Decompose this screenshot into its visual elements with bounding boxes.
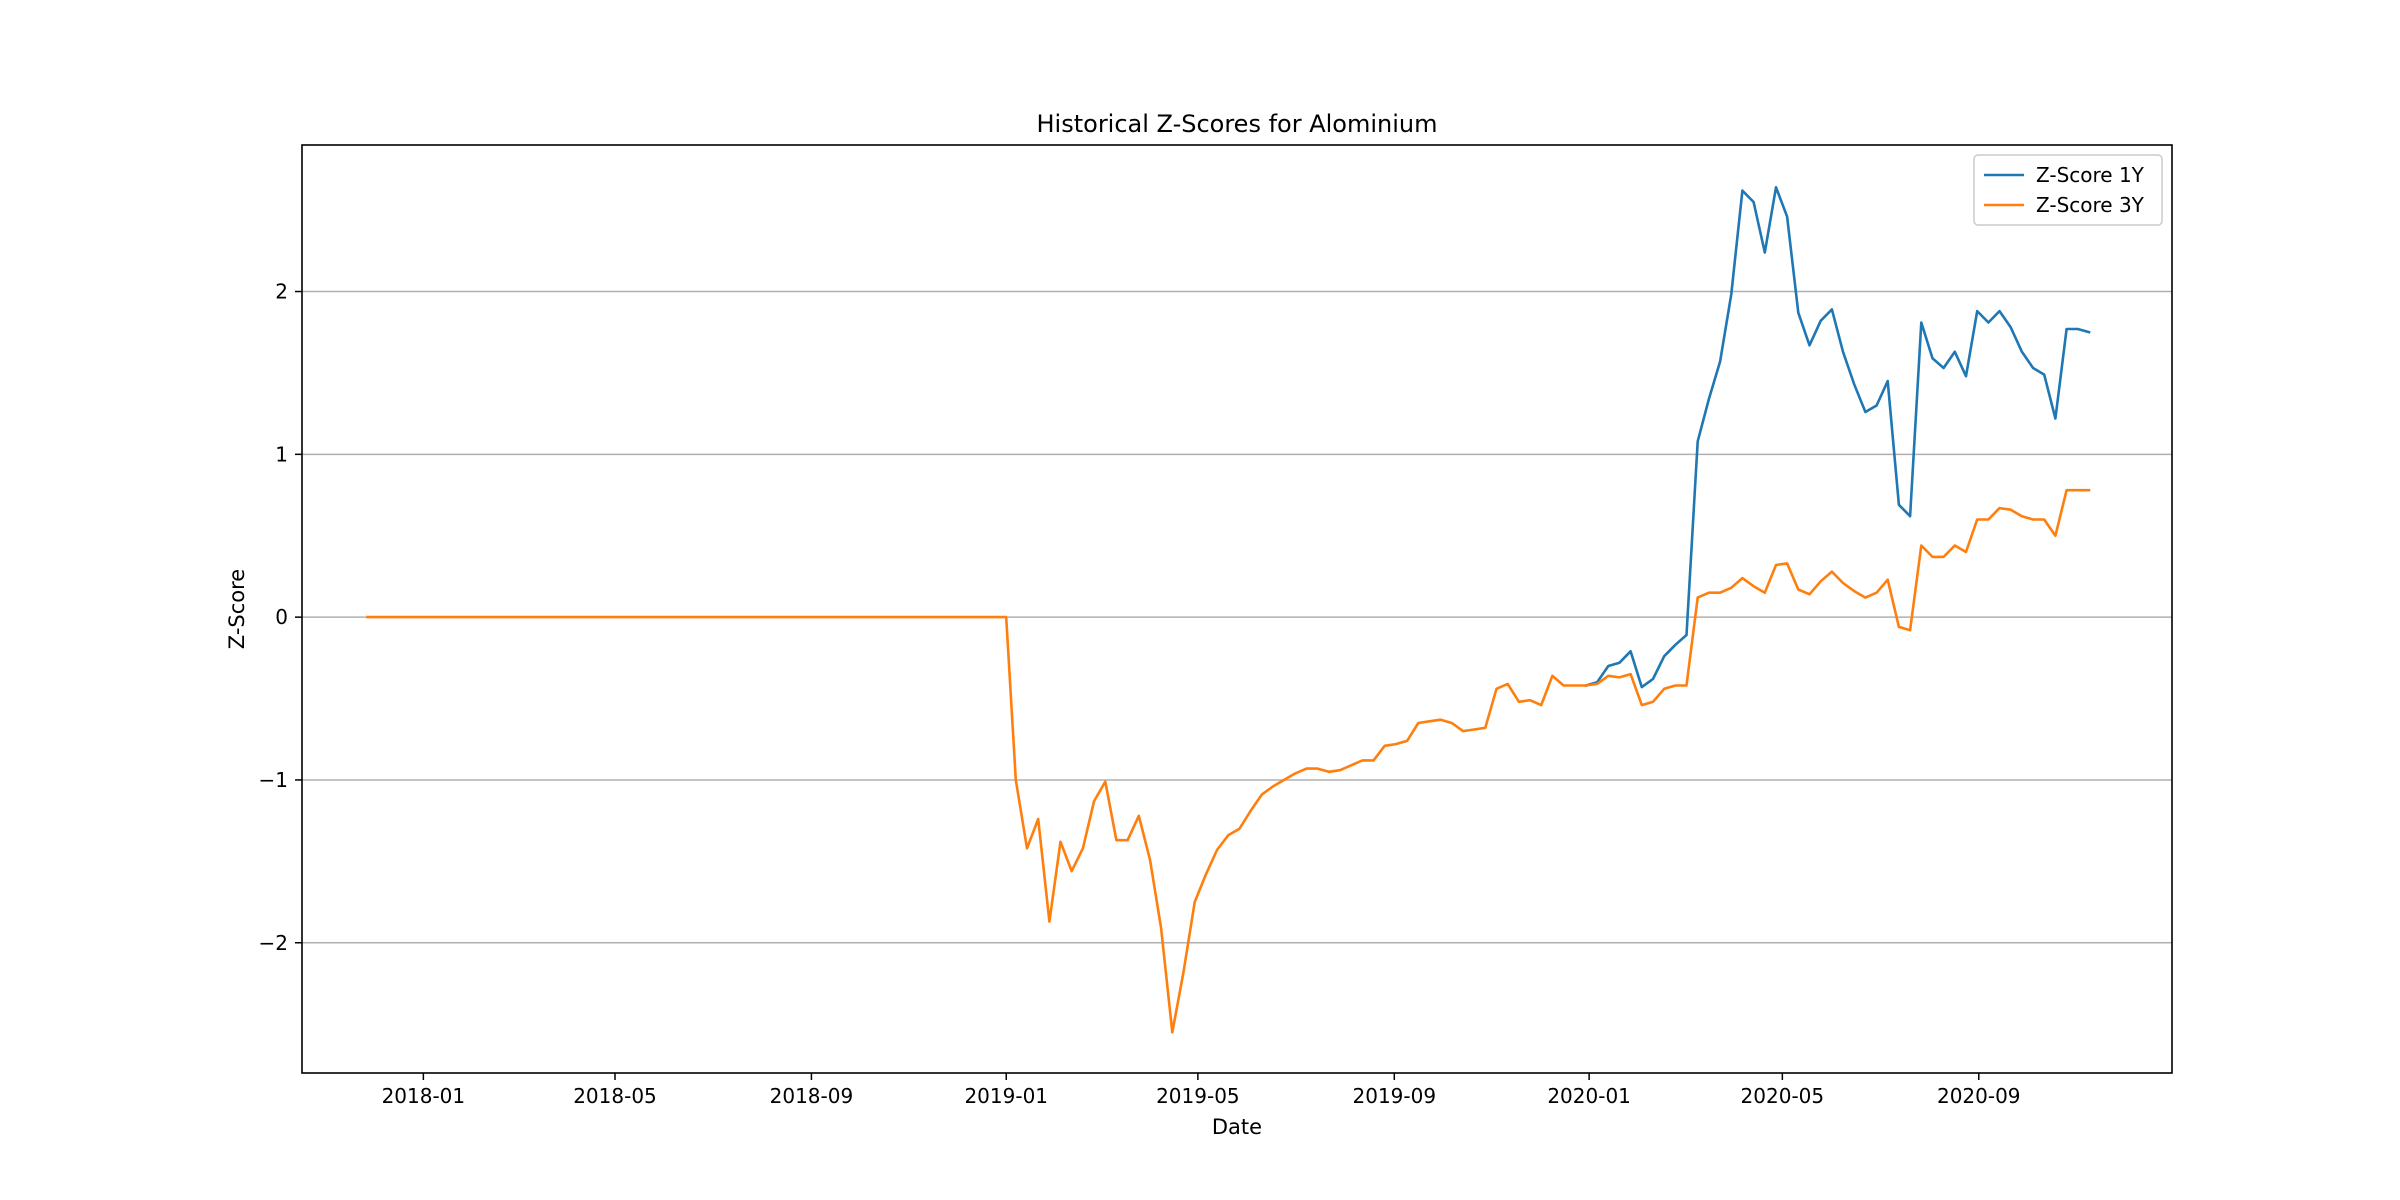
series-line-z-score-3y: [366, 488, 2091, 1034]
x-tick-label-8: 2020-09: [1937, 1084, 2021, 1108]
legend-label-0: Z-Score 1Y: [2036, 163, 2145, 187]
x-axis-label: Date: [1212, 1115, 1262, 1139]
series-lines: [366, 186, 2091, 1034]
legend-box: [1973, 154, 2163, 226]
y-tick-label-4: 2: [275, 280, 288, 304]
x-tick-label-5: 2019-09: [1353, 1084, 1437, 1108]
y-tick-label-0: −2: [259, 931, 288, 955]
y-axis-ticks: −2 −1 0 1 2: [259, 280, 302, 955]
y-tick-label-3: 1: [275, 442, 288, 466]
series-line-z-score-1y: [1584, 186, 2091, 689]
x-tick-label-1: 2018-05: [573, 1084, 657, 1108]
x-axis-ticks: 2018-01 2018-05 2018-09 2019-01 2019-05 2019-…: [382, 1073, 2021, 1108]
x-tick-label-4: 2019-05: [1156, 1084, 1240, 1108]
plot-frame: [301, 144, 2173, 1074]
legend-label-1: Z-Score 3Y: [2036, 193, 2145, 217]
y-tick-label-2: 0: [275, 605, 288, 629]
chart-title: Historical Z-Scores for Alominium: [1037, 110, 1438, 138]
y-axis-label: Z-Score: [225, 569, 249, 649]
y-tick-label-1: −1: [259, 768, 288, 792]
x-tick-label-0: 2018-01: [382, 1084, 466, 1108]
x-tick-label-2: 2018-09: [770, 1084, 854, 1108]
legend: Z-Score 1Y Z-Score 3Y: [1973, 154, 2163, 226]
x-tick-label-3: 2019-01: [964, 1084, 1048, 1108]
x-tick-label-6: 2020-01: [1547, 1084, 1631, 1108]
x-tick-label-7: 2020-05: [1741, 1084, 1825, 1108]
